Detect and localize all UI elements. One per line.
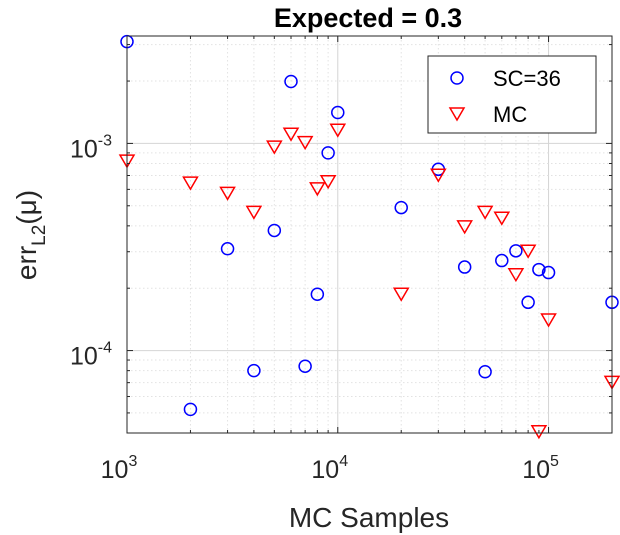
- mc-data-point: [530, 425, 548, 440]
- mc-data-point: [266, 140, 283, 155]
- chart-title: Expected = 0.3: [274, 3, 462, 33]
- sc-data-point: [284, 74, 298, 89]
- sc-data-point: [183, 402, 198, 417]
- y-axis-label-argument: (μ): [11, 190, 42, 225]
- sc-data-point: [478, 365, 492, 379]
- sc-data-point: [298, 359, 312, 374]
- legend: SC=36 MC: [427, 55, 597, 134]
- sc-data-point: [532, 262, 546, 277]
- x-tick-label: 103: [101, 453, 138, 484]
- mc-data-point: [392, 287, 410, 302]
- sc-data-point: [331, 105, 345, 120]
- sc-data-point: [541, 265, 556, 280]
- mc-data-point: [519, 244, 537, 259]
- sc-data-point: [220, 242, 235, 256]
- legend-label-mc: MC: [493, 102, 527, 127]
- sc-data-point: [247, 363, 261, 378]
- sc-data-point: [321, 146, 335, 160]
- legend-label-sc: SC=36: [493, 66, 561, 91]
- y-tick-label: 10-3: [70, 132, 112, 163]
- sc-data-point: [394, 200, 408, 215]
- mc-data-point: [493, 211, 511, 226]
- mc-data-point: [430, 168, 447, 183]
- sc-data-point: [509, 244, 523, 258]
- legend-marker-mc: [448, 107, 466, 122]
- sc-data-point: [495, 253, 509, 268]
- mc-data-point: [182, 176, 199, 191]
- legend-marker-sc: [450, 71, 464, 85]
- mc-data-point: [319, 175, 337, 190]
- mc-data-point: [296, 135, 314, 151]
- y-axis-label-base: err: [11, 246, 42, 280]
- y-axis-label: errL2(μ): [11, 190, 50, 280]
- sc-data-point: [267, 223, 282, 238]
- mc-data-point: [507, 267, 525, 283]
- mc-data-point: [456, 220, 473, 235]
- y-tick-label: 10-4: [70, 340, 112, 371]
- mc-data-point: [282, 127, 300, 142]
- sc-data-point: [521, 295, 535, 310]
- y-axis-label-subscript: L2: [29, 225, 50, 246]
- sc-data-point: [310, 287, 325, 302]
- mc-data-point: [329, 123, 347, 138]
- mc-data-point: [540, 313, 557, 328]
- x-axis-label: MC Samples: [289, 502, 449, 533]
- mc-data-point: [309, 182, 326, 197]
- mc-data-point: [245, 205, 263, 220]
- axis-ticks: 103 104 105 10-4 10-3: [70, 36, 613, 484]
- x-tick-label: 105: [522, 453, 559, 484]
- plot-frame: [126, 35, 613, 434]
- x-tick-label: 104: [311, 453, 348, 484]
- sc-data-point: [457, 260, 472, 274]
- legend-box: [427, 55, 597, 134]
- mc-data-point: [219, 186, 236, 201]
- mc-data-point: [476, 205, 494, 220]
